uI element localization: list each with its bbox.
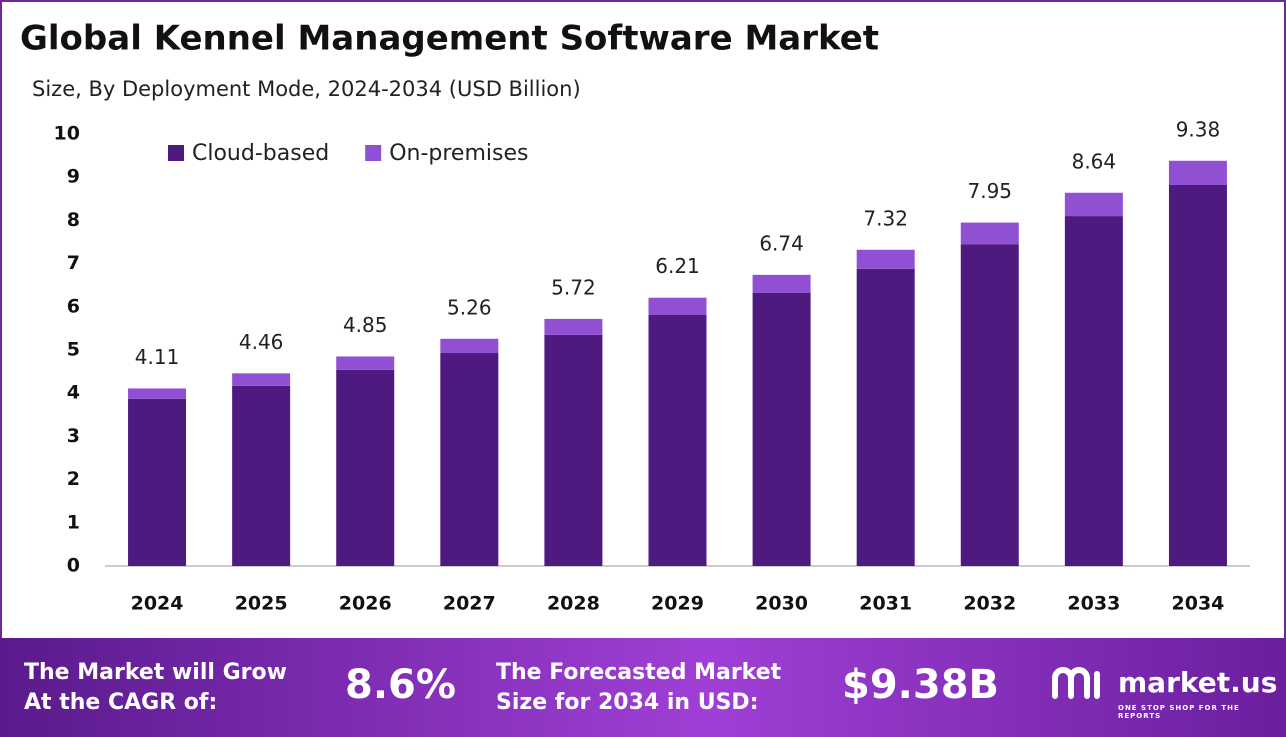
bar-segment bbox=[544, 334, 603, 566]
total-label: 9.38 bbox=[1176, 117, 1221, 141]
x-tick-label: 2033 bbox=[1067, 593, 1120, 615]
y-tick-label: 0 bbox=[67, 555, 80, 577]
y-tick-label: 5 bbox=[67, 339, 80, 361]
bar-segment bbox=[232, 385, 291, 566]
cagr-label: The Market will Grow At the CAGR of: bbox=[24, 658, 287, 718]
bar-segment bbox=[648, 297, 707, 316]
bar-segment bbox=[1064, 216, 1123, 566]
legend-swatch bbox=[365, 145, 382, 161]
total-label: 5.26 bbox=[447, 295, 492, 319]
total-label: 4.85 bbox=[343, 313, 388, 337]
text: At the CAGR of: bbox=[24, 690, 218, 715]
x-tick-label: 2028 bbox=[547, 593, 600, 615]
y-tick-label: 2 bbox=[67, 468, 80, 490]
bar-segment bbox=[648, 315, 707, 566]
bar-segment bbox=[1168, 160, 1227, 185]
frame bbox=[0, 0, 1286, 638]
bar-segment bbox=[544, 318, 603, 335]
x-tick-label: 2026 bbox=[339, 593, 392, 615]
cagr-value: 8.6% bbox=[345, 662, 456, 708]
total-label: 7.32 bbox=[863, 206, 908, 230]
legend-swatch bbox=[168, 145, 184, 161]
bar-segment bbox=[336, 356, 395, 370]
bar-segment bbox=[752, 292, 811, 566]
bar-segment bbox=[1064, 192, 1123, 217]
bar-segment bbox=[960, 244, 1019, 566]
x-tick-label: 2029 bbox=[651, 593, 704, 615]
bar-segment bbox=[128, 398, 187, 566]
forecast-label: The Forecasted Market Size for 2034 in U… bbox=[496, 658, 781, 718]
y-tick-label: 4 bbox=[67, 382, 80, 404]
bar-segment bbox=[440, 353, 499, 566]
y-tick-label: 1 bbox=[67, 511, 80, 533]
bar-segment bbox=[752, 274, 811, 293]
bar-segment bbox=[336, 369, 395, 566]
footer: The Market will Grow At the CAGR of: 8.6… bbox=[0, 638, 1286, 737]
total-label: 6.74 bbox=[759, 231, 804, 255]
logo bbox=[1052, 667, 1100, 699]
total-label: 4.11 bbox=[135, 345, 180, 369]
bar-segment bbox=[1168, 184, 1227, 566]
x-tick-label: 2032 bbox=[963, 593, 1016, 615]
bar-segment bbox=[960, 222, 1019, 245]
total-label: 8.64 bbox=[1072, 149, 1117, 173]
brand: market.us bbox=[1118, 666, 1278, 699]
legend-label: On-premises bbox=[389, 141, 528, 166]
text: Size for 2034 in USD: bbox=[496, 690, 759, 715]
total-label: 4.46 bbox=[239, 330, 284, 354]
bar-segment bbox=[128, 388, 187, 399]
text: The Forecasted Market bbox=[496, 660, 782, 685]
y-tick-label: 6 bbox=[67, 295, 80, 317]
y-tick-label: 3 bbox=[67, 425, 80, 447]
x-tick-label: 2025 bbox=[235, 593, 288, 615]
forecast-value: $9.38B bbox=[842, 662, 1000, 708]
bar-segment bbox=[440, 338, 499, 354]
chart-title: Global Kennel Management Software Market bbox=[20, 19, 879, 59]
y-tick-label: 7 bbox=[67, 252, 80, 274]
tagline: ONE STOP SHOP FOR THE REPORTS bbox=[1118, 704, 1240, 720]
chart: Global Kennel Management Software Market… bbox=[0, 0, 1286, 638]
x-tick-label: 2030 bbox=[755, 593, 808, 615]
y-tick-label: 10 bbox=[54, 123, 80, 145]
x-tick-label: 2024 bbox=[131, 593, 184, 615]
x-tick-label: 2027 bbox=[443, 593, 496, 615]
total-label: 6.21 bbox=[655, 254, 700, 278]
legend-label: Cloud-based bbox=[192, 141, 329, 166]
total-label: 7.95 bbox=[968, 179, 1013, 203]
y-tick-label: 8 bbox=[67, 209, 80, 231]
y-tick-label: 9 bbox=[67, 166, 80, 188]
bar-segment bbox=[232, 373, 291, 386]
total-label: 5.72 bbox=[551, 275, 596, 299]
text: The Market will Grow bbox=[24, 660, 287, 685]
bar-segment bbox=[856, 249, 915, 269]
bar-segment bbox=[856, 268, 915, 566]
chart-subtitle: Size, By Deployment Mode, 2024-2034 (USD… bbox=[32, 77, 581, 101]
x-tick-label: 2031 bbox=[859, 593, 912, 615]
x-tick-label: 2034 bbox=[1172, 593, 1225, 615]
